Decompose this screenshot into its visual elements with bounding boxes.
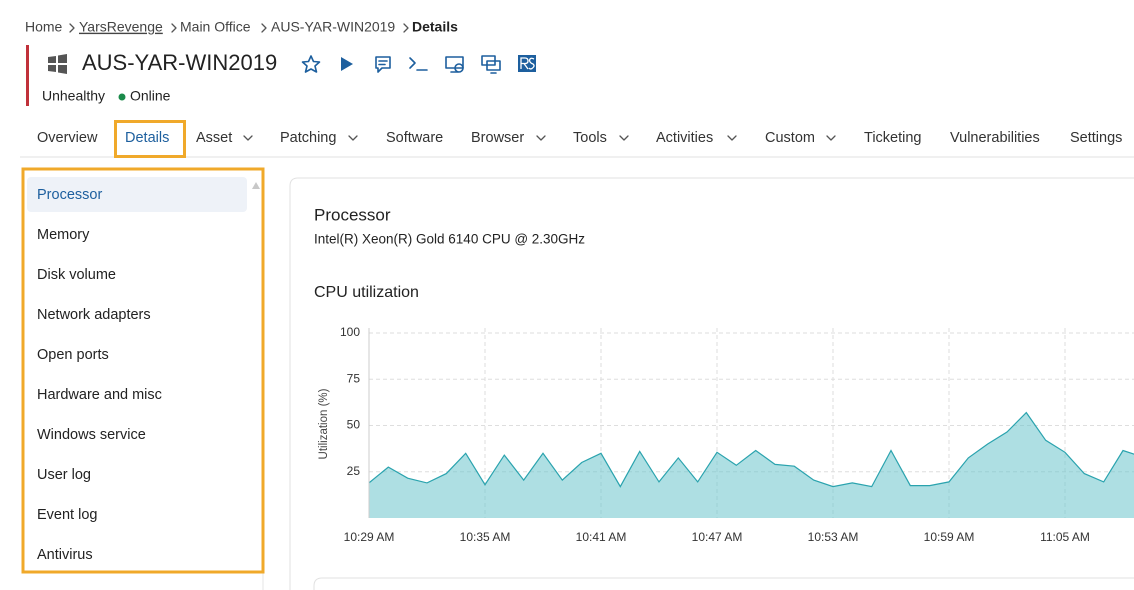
tab[interactable]: Overview [37, 130, 98, 146]
tab[interactable]: Tools [573, 130, 607, 146]
menu-item[interactable]: Processor [37, 187, 102, 203]
menu-item[interactable]: User log [37, 467, 91, 483]
y-tick-label: 50 [347, 418, 361, 432]
highlight-box [114, 120, 186, 158]
menu-item[interactable]: Network adapters [37, 307, 151, 323]
tab-dropdown-chevron [243, 135, 253, 141]
x-tick-label: 10:53 AM [808, 530, 859, 544]
scroll-up[interactable] [252, 182, 260, 189]
terminal-icon[interactable] [409, 57, 428, 71]
online-status: Online [130, 88, 171, 104]
side-menu: Processor Memory Disk volume Network adapte… [37, 187, 162, 563]
x-tick-label: 10:29 AM [344, 530, 395, 544]
chat-icon[interactable] [375, 56, 391, 73]
chart-title: CPU utilization [314, 284, 419, 301]
tab-dropdown-chevron [536, 135, 546, 141]
tab[interactable]: Activities [656, 130, 713, 146]
favorite-icon[interactable] [301, 55, 321, 73]
tab[interactable]: Settings [1070, 130, 1122, 146]
tab-dropdown-chevron [619, 135, 629, 141]
menu-item[interactable]: Memory [37, 227, 90, 243]
y-tick-label: 75 [347, 371, 361, 385]
tab[interactable]: Custom [765, 130, 815, 146]
health-status: Unhealthy [42, 88, 105, 104]
highlight-box [21, 167, 265, 574]
tab[interactable]: Software [386, 130, 443, 146]
breadcrumb-separator [171, 23, 177, 33]
next-card [313, 577, 1134, 590]
menu-item[interactable]: Disk volume [37, 267, 116, 283]
x-tick-label: 10:41 AM [576, 530, 627, 544]
breadcrumb-item[interactable]: AUS-YAR-WIN2019 [271, 19, 395, 35]
windows-icon [48, 54, 67, 74]
tab[interactable]: Vulnerabilities [950, 130, 1040, 146]
tab[interactable]: Browser [471, 130, 524, 146]
menu-item[interactable]: Open ports [37, 347, 109, 363]
y-axis-label: Utilization (%) [318, 388, 330, 459]
y-tick-label: 100 [340, 325, 360, 339]
rs-icon-glyph [520, 57, 535, 70]
device-title: AUS-YAR-WIN2019 [82, 50, 277, 75]
x-tick-label: 10:35 AM [460, 530, 511, 544]
tab-bar: Overview Details Asset Patching Software Brow… [37, 130, 1122, 146]
screens-icon[interactable] [481, 55, 501, 74]
menu-item[interactable]: Windows service [37, 427, 146, 443]
run-icon[interactable] [341, 57, 353, 71]
y-tick-label: 25 [347, 464, 361, 478]
breadcrumb-separator [69, 23, 75, 33]
area-fill [369, 412, 1134, 518]
tab-dropdown-chevron [826, 135, 836, 141]
tab[interactable]: Patching [280, 130, 336, 146]
remote-icon-badge [454, 63, 464, 73]
tab-dropdown-chevron [348, 135, 358, 141]
tab-dropdown-chevron [727, 135, 737, 141]
x-tick-label: 10:47 AM [692, 530, 743, 544]
menu-item[interactable]: Event log [37, 507, 97, 523]
breadcrumb-item[interactable]: YarsRevenge [79, 19, 163, 35]
tab[interactable]: Ticketing [864, 130, 921, 146]
breadcrumb-separator [403, 23, 409, 33]
health-bar [26, 45, 29, 106]
breadcrumb-separator [261, 23, 267, 33]
panel-card [289, 177, 1134, 590]
x-tick-label: 11:05 AM [1040, 530, 1090, 544]
menu-item[interactable]: Hardware and misc [37, 387, 162, 403]
breadcrumb-item[interactable]: Main Office [180, 19, 251, 35]
menu-item[interactable]: Antivirus [37, 547, 93, 563]
breadcrumb-item[interactable]: Home [25, 19, 63, 35]
tab[interactable]: Details [125, 130, 169, 146]
cpu-chart: 25 50 75 100 10:29 AM 10:35 AM 10:41 AM 10:47 A… [340, 325, 1134, 544]
online-dot [118, 93, 126, 101]
panel-title: Processor [314, 205, 391, 224]
x-tick-label: 10:59 AM [924, 530, 975, 544]
cpu-name: Intel(R) Xeon(R) Gold 6140 CPU @ 2.30GHz [314, 232, 585, 247]
area-line [368, 411, 1134, 488]
tab[interactable]: Asset [196, 130, 232, 146]
breadcrumb-current: Details [412, 19, 458, 35]
menu-selected-bg [27, 177, 247, 212]
